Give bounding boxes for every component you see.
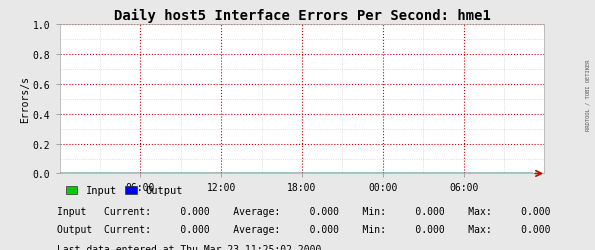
Text: Last data entered at Thu Mar 23 11:25:02 2000.: Last data entered at Thu Mar 23 11:25:02… xyxy=(57,244,327,250)
Text: RRDTOOL / TOBI OETIKER: RRDTOOL / TOBI OETIKER xyxy=(586,60,591,130)
Legend: Input, Output: Input, Output xyxy=(62,182,187,200)
Title: Daily host5 Interface Errors Per Second: hme1: Daily host5 Interface Errors Per Second:… xyxy=(114,8,490,22)
Y-axis label: Errors/s: Errors/s xyxy=(20,76,30,123)
Text: Input   Current:     0.000    Average:     0.000    Min:     0.000    Max:     0: Input Current: 0.000 Average: 0.000 Min:… xyxy=(57,206,550,216)
Text: Output  Current:     0.000    Average:     0.000    Min:     0.000    Max:     0: Output Current: 0.000 Average: 0.000 Min… xyxy=(57,224,550,234)
